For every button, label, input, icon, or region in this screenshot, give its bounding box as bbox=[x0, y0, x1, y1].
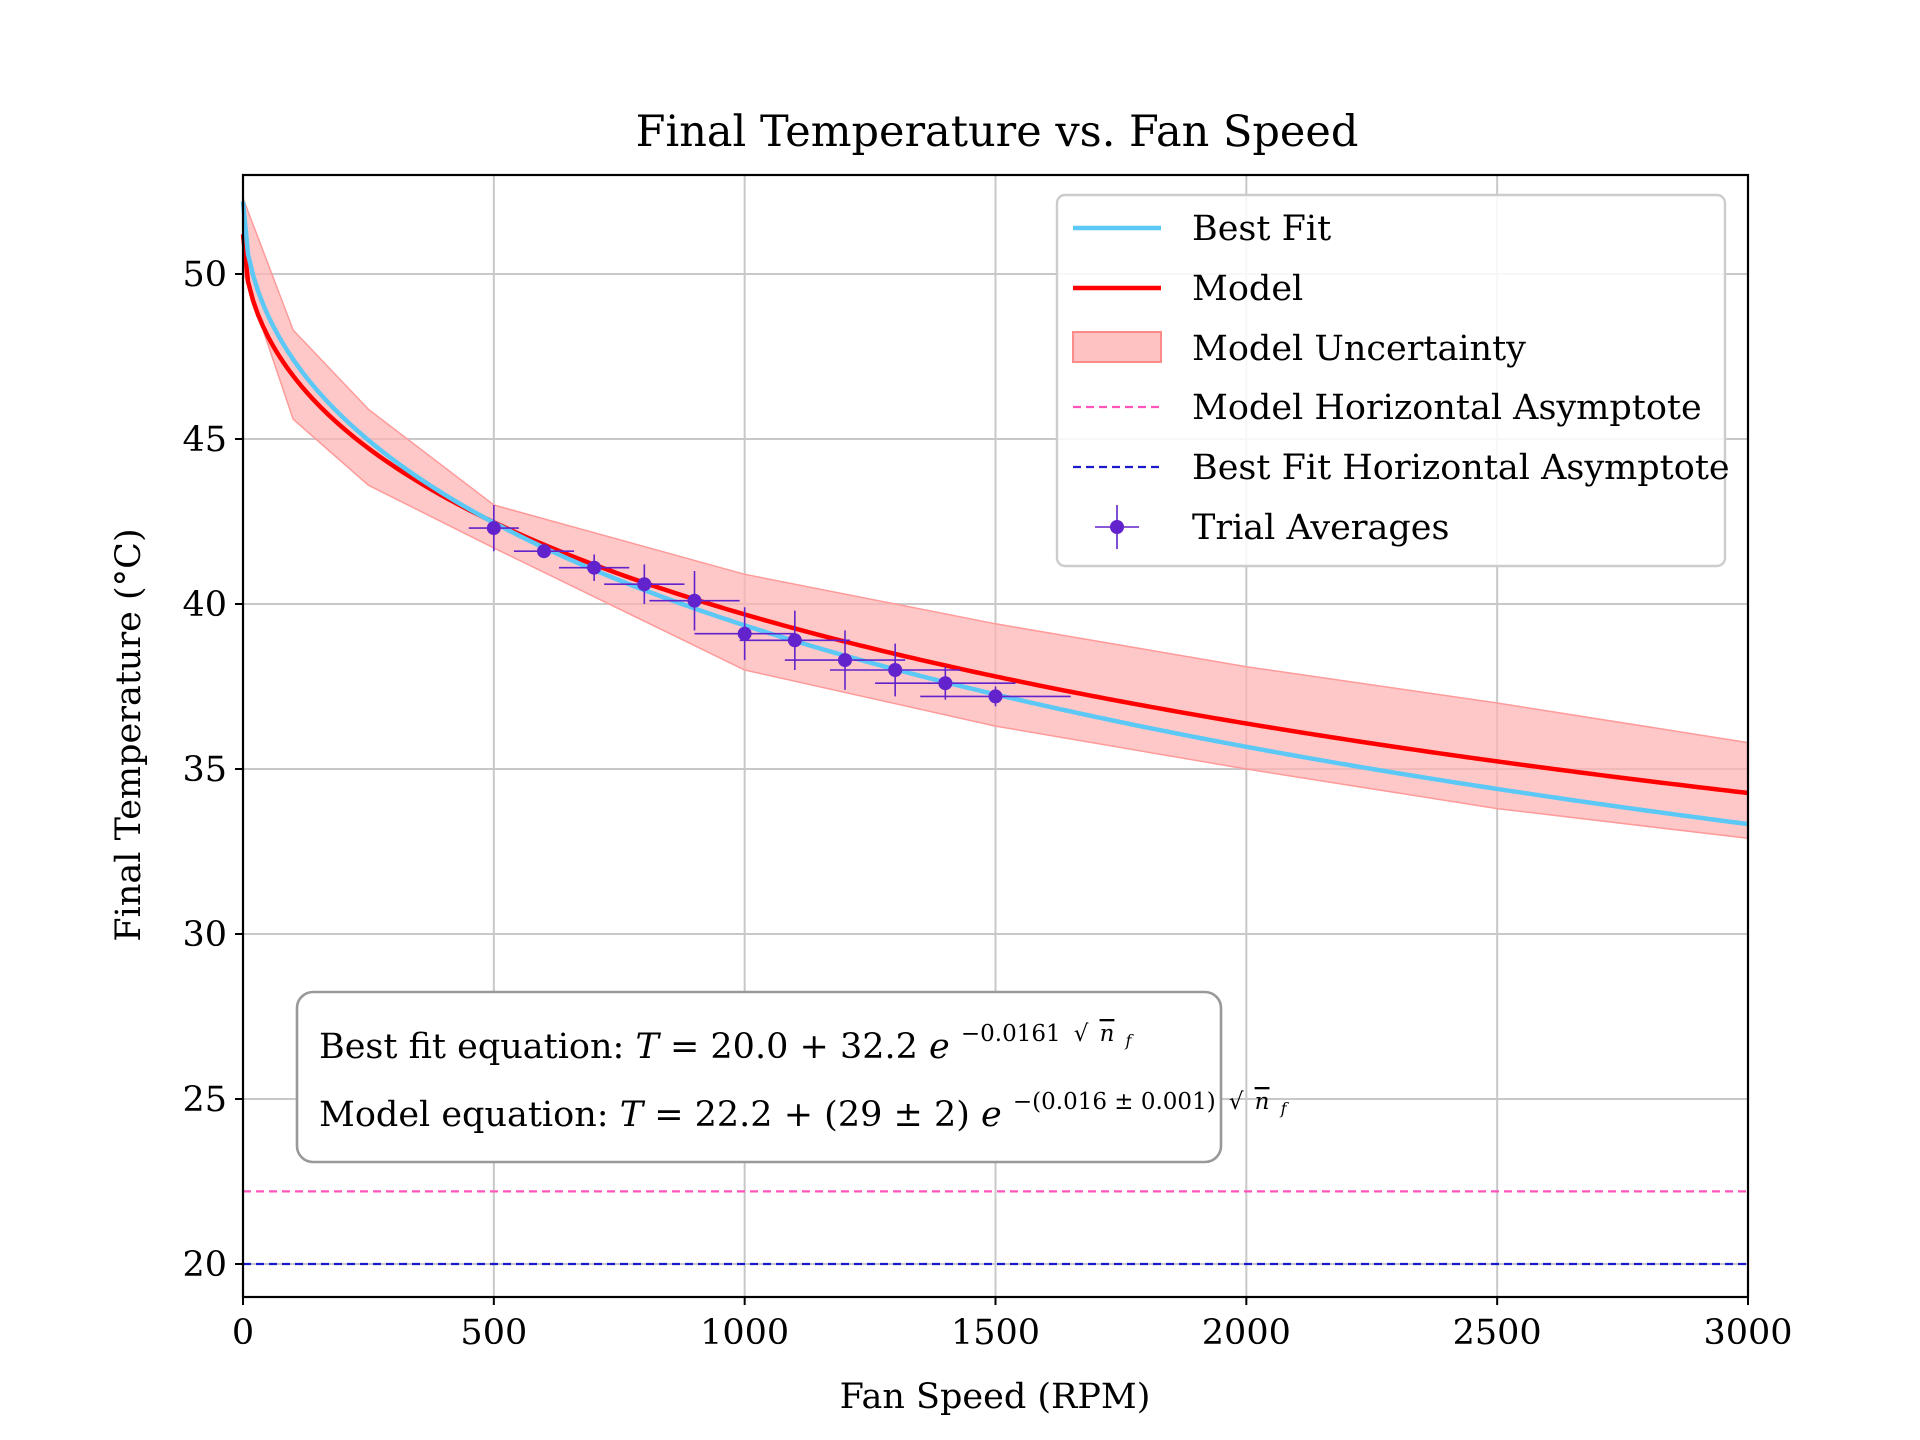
y-tick-label: 50 bbox=[182, 255, 227, 295]
legend-handle-uncertainty bbox=[1072, 331, 1162, 363]
model-equation-lhs: T bbox=[620, 1095, 646, 1135]
trial-average-point bbox=[649, 571, 740, 631]
x-axis-label: Fan Speed (RPM) bbox=[840, 1377, 1151, 1417]
x-tick-label: 3000 bbox=[1703, 1313, 1792, 1353]
x-tick-label: 1500 bbox=[951, 1313, 1040, 1353]
best-fit-equation-base: e bbox=[929, 1027, 950, 1067]
model-equation-label: Model equation: bbox=[319, 1095, 609, 1135]
trial-average-point bbox=[920, 686, 1071, 707]
y-tick-label: 40 bbox=[182, 585, 227, 625]
chart-title: Final Temperature vs. Fan Speed bbox=[636, 107, 1359, 157]
trial-marker bbox=[787, 633, 802, 648]
legend-label-model: Model bbox=[1192, 269, 1303, 309]
legend-box bbox=[1055, 193, 1727, 568]
y-tick-label: 30 bbox=[182, 915, 227, 955]
trial-marker bbox=[537, 544, 551, 559]
trial-average-point bbox=[513, 544, 575, 559]
trial-marker bbox=[687, 593, 702, 608]
legend-label-model-asymptote: Model Horizontal Asymptote bbox=[1192, 388, 1702, 428]
equation-box-frame bbox=[295, 990, 1223, 1164]
ticks: 0 500 1000 1500 2000 2500 3000 20 25 30 35 40 45 50 bbox=[182, 255, 1792, 1353]
legend-label-best-fit: Best Fit bbox=[1192, 209, 1331, 249]
trial-average-point bbox=[784, 630, 906, 690]
best-fit-equation-lhs: T bbox=[635, 1027, 661, 1067]
trial-average-point bbox=[875, 666, 1016, 700]
x-tick-label: 2500 bbox=[1453, 1313, 1542, 1353]
best-fit-equation-radicand: n bbox=[1100, 1021, 1115, 1047]
trial-average-point bbox=[694, 607, 795, 661]
trial-marker bbox=[637, 577, 652, 592]
best-fit-equation-constant: 20.0 bbox=[710, 1027, 788, 1067]
legend-label-trials: Trial Averages bbox=[1192, 508, 1449, 548]
trial-average-point bbox=[468, 505, 519, 552]
trial-marker bbox=[938, 676, 953, 691]
model-equation-coefficient: (29 ± 2) bbox=[824, 1095, 970, 1135]
x-tick-label: 1000 bbox=[700, 1313, 789, 1353]
model-equation-radicand: n bbox=[1255, 1089, 1270, 1115]
x-tick-label: 2000 bbox=[1202, 1313, 1291, 1353]
trial-marker bbox=[838, 653, 852, 668]
model-equation-constant: 22.2 bbox=[695, 1095, 773, 1135]
legend-label-uncertainty: Model Uncertainty bbox=[1192, 329, 1526, 369]
best-fit-equation-label: Best fit equation: bbox=[319, 1027, 624, 1067]
plot-area bbox=[240, 197, 1749, 1266]
best-fit-equation-exponent: −0.0161 bbox=[961, 1021, 1061, 1047]
y-tick-label: 25 bbox=[182, 1080, 227, 1120]
y-tick-label: 45 bbox=[182, 420, 227, 460]
y-tick-label: 20 bbox=[182, 1245, 227, 1285]
trial-marker bbox=[486, 521, 501, 536]
best-fit-equation: Best fit equation: T = 20.0 + 32.2 e −0.… bbox=[319, 1010, 1135, 1067]
trial-marker bbox=[587, 560, 602, 575]
y-tick-label: 35 bbox=[182, 750, 227, 790]
x-tick-label: 0 bbox=[232, 1313, 254, 1353]
equation-annotation: Best fit equation: T = 20.0 + 32.2 e −0.… bbox=[295, 990, 1290, 1164]
best-fit-equation-coefficient: 32.2 bbox=[840, 1027, 918, 1067]
x-tick-label: 500 bbox=[460, 1313, 527, 1353]
legend-label-best-fit-asymptote: Best Fit Horizontal Asymptote bbox=[1192, 448, 1730, 488]
trial-average-point bbox=[829, 643, 961, 697]
trial-average-point bbox=[559, 554, 630, 581]
model-equation-base: e bbox=[981, 1095, 1002, 1135]
trial-marker bbox=[737, 626, 752, 641]
trial-marker bbox=[888, 663, 903, 677]
model-equation: Model equation: T = 22.2 + (29 ± 2) e −(… bbox=[319, 1078, 1290, 1135]
trial-average-point bbox=[604, 564, 685, 604]
model-equation-radicand-sub: f bbox=[1280, 1099, 1290, 1118]
y-axis-label: Final Temperature (°C) bbox=[109, 528, 149, 941]
model-equation-exponent: −(0.016 ± 0.001) bbox=[1013, 1089, 1216, 1115]
trial-marker bbox=[988, 689, 1003, 704]
legend-handle-trials bbox=[1095, 505, 1139, 549]
best-fit-equation-radicand-sub: f bbox=[1125, 1031, 1135, 1050]
legend: Best Fit Model Model Uncertainty Model H… bbox=[1055, 193, 1730, 568]
